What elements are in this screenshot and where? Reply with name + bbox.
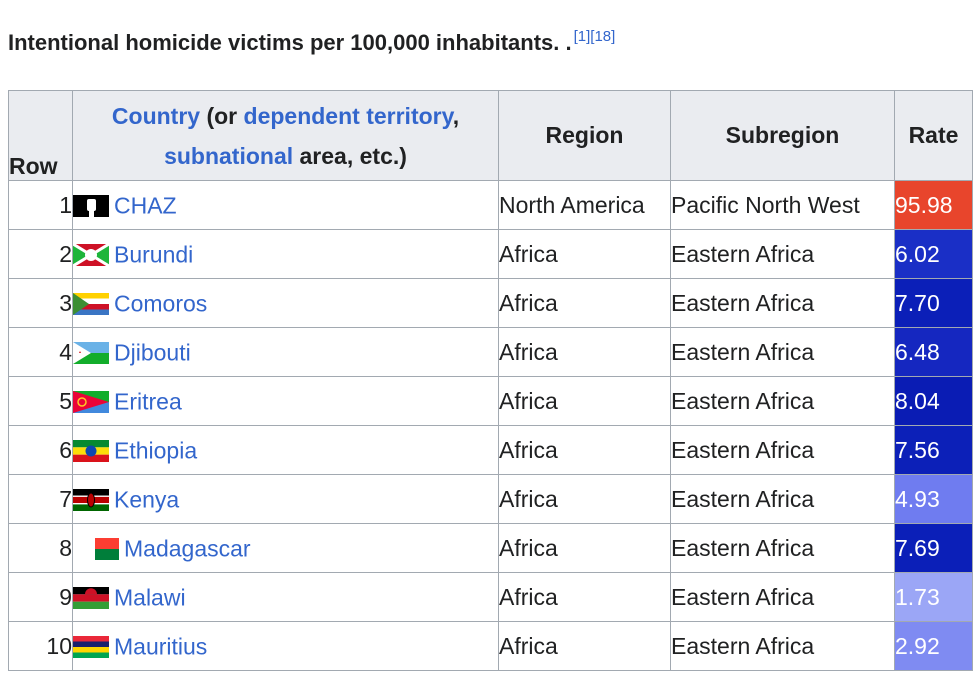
- table-row: 8 Madagascar Africa Eastern Africa 7.69: [8, 523, 973, 573]
- country-link[interactable]: Mauritius: [114, 633, 208, 660]
- table-row: 9 Malawi Africa Eastern Africa 1.73: [8, 572, 973, 622]
- subregion-cell: Eastern Africa: [670, 523, 895, 573]
- burundi-flag-icon[interactable]: [73, 243, 109, 266]
- rate-cell: 8.04: [894, 376, 973, 426]
- country-cell: Ethiopia: [72, 425, 499, 475]
- country-link[interactable]: Eritrea: [114, 388, 182, 415]
- country-cell: Burundi: [72, 229, 499, 279]
- region-cell: Africa: [498, 425, 671, 475]
- country-cell: Eritrea: [72, 376, 499, 426]
- row-number: 1: [8, 180, 73, 230]
- header-row: Row Country (or dependent territory, sub…: [8, 90, 973, 181]
- subregion-cell: Eastern Africa: [670, 327, 895, 377]
- country-link[interactable]: Malawi: [114, 584, 186, 611]
- table-row: 6 Ethiopia Africa Eastern Africa 7.56: [8, 425, 973, 475]
- caption-text: Intentional homicide victims per 100,000…: [8, 30, 572, 55]
- malawi-flag-icon[interactable]: [73, 586, 109, 609]
- row-number: 2: [8, 229, 73, 279]
- table-caption: Intentional homicide victims per 100,000…: [8, 28, 615, 56]
- country-link[interactable]: Kenya: [114, 486, 180, 513]
- region-cell: Africa: [498, 523, 671, 573]
- country-link[interactable]: Madagascar: [124, 535, 251, 562]
- country-header-text-2: ,: [452, 102, 460, 129]
- fist-flag-icon[interactable]: [73, 194, 109, 217]
- row-number: 9: [8, 572, 73, 622]
- subnational-link[interactable]: subnational: [164, 142, 294, 169]
- region-cell: North America: [498, 180, 671, 230]
- comoros-flag-icon[interactable]: [73, 292, 109, 315]
- djibouti-flag-icon[interactable]: [73, 341, 109, 364]
- header-subregion[interactable]: Subregion: [670, 90, 895, 181]
- subregion-cell: Eastern Africa: [670, 229, 895, 279]
- row-number: 7: [8, 474, 73, 524]
- rate-cell: 6.02: [894, 229, 973, 279]
- madagascar-flag-icon[interactable]: [83, 537, 119, 560]
- table-row: 10 Mauritius Africa Eastern Africa 2.92: [8, 621, 973, 671]
- row-number: 10: [8, 621, 73, 671]
- row-number: 6: [8, 425, 73, 475]
- subregion-cell: Eastern Africa: [670, 376, 895, 426]
- rate-cell: 7.70: [894, 278, 973, 328]
- subregion-cell: Eastern Africa: [670, 621, 895, 671]
- rate-cell: 2.92: [894, 621, 973, 671]
- country-cell: Djibouti: [72, 327, 499, 377]
- homicide-table: Row Country (or dependent territory, sub…: [8, 90, 973, 671]
- subregion-cell: Pacific North West: [670, 180, 895, 230]
- caption-references[interactable]: [1][18]: [573, 28, 616, 45]
- dependent-territory-link[interactable]: dependent territory: [243, 102, 453, 129]
- country-link[interactable]: Djibouti: [114, 339, 191, 366]
- table-row: 2 Burundi Africa Eastern Africa 6.02: [8, 229, 973, 279]
- country-link[interactable]: Country: [111, 102, 201, 129]
- country-link[interactable]: Ethiopia: [114, 437, 198, 464]
- table-row: 1 CHAZ North America Pacific North West 95.9…: [8, 180, 973, 230]
- eritrea-flag-icon[interactable]: [73, 390, 109, 413]
- row-number: 5: [8, 376, 73, 426]
- row-number: 4: [8, 327, 73, 377]
- country-header-text-1: (or: [200, 102, 244, 129]
- header-region[interactable]: Region: [498, 90, 671, 181]
- country-cell: Mauritius: [72, 621, 499, 671]
- region-cell: Africa: [498, 572, 671, 622]
- subregion-cell: Eastern Africa: [670, 474, 895, 524]
- subregion-cell: Eastern Africa: [670, 278, 895, 328]
- country-link[interactable]: CHAZ: [114, 192, 177, 219]
- table-row: 7 Kenya Africa Eastern Africa 4.93: [8, 474, 973, 524]
- rate-cell: 6.48: [894, 327, 973, 377]
- table-row: 5 Eritrea Africa Eastern Africa 8.04: [8, 376, 973, 426]
- country-cell: Comoros: [72, 278, 499, 328]
- mauritius-flag-icon[interactable]: [73, 635, 109, 658]
- rate-cell: 7.69: [894, 523, 973, 573]
- rate-cell: 1.73: [894, 572, 973, 622]
- region-cell: Africa: [498, 327, 671, 377]
- header-row-number[interactable]: Row: [8, 90, 73, 181]
- country-cell: Malawi: [72, 572, 499, 622]
- ethiopia-flag-icon[interactable]: [73, 439, 109, 462]
- rate-cell: 4.93: [894, 474, 973, 524]
- region-cell: Africa: [498, 474, 671, 524]
- country-header-text-3: area, etc.): [293, 142, 407, 169]
- table-row: 3 Comoros Africa Eastern Africa 7.70: [8, 278, 973, 328]
- header-country[interactable]: Country (or dependent territory, subnati…: [72, 90, 499, 181]
- kenya-flag-icon[interactable]: [73, 488, 109, 511]
- region-cell: Africa: [498, 229, 671, 279]
- country-cell: Kenya: [72, 474, 499, 524]
- subregion-cell: Eastern Africa: [670, 572, 895, 622]
- row-number: 8: [8, 523, 73, 573]
- region-cell: Africa: [498, 376, 671, 426]
- country-link[interactable]: Burundi: [114, 241, 194, 268]
- country-cell: Madagascar: [72, 523, 499, 573]
- region-cell: Africa: [498, 621, 671, 671]
- subregion-cell: Eastern Africa: [670, 425, 895, 475]
- rate-cell: 7.56: [894, 425, 973, 475]
- rate-cell: 95.98: [894, 180, 973, 230]
- header-rate[interactable]: Rate: [894, 90, 973, 181]
- row-number: 3: [8, 278, 73, 328]
- table-row: 4 Djibouti Africa Eastern Africa 6.48: [8, 327, 973, 377]
- region-cell: Africa: [498, 278, 671, 328]
- country-link[interactable]: Comoros: [114, 290, 208, 317]
- country-cell: CHAZ: [72, 180, 499, 230]
